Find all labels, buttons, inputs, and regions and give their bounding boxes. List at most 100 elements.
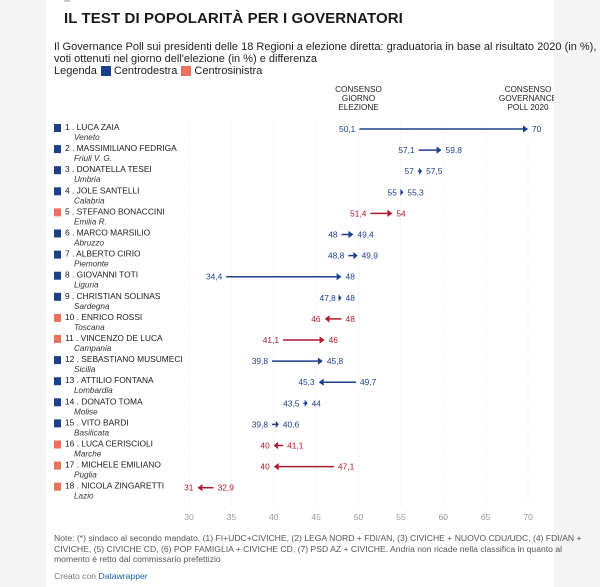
- value-label-elezione: 50,1: [339, 124, 356, 134]
- value-label-poll: 45,8: [327, 356, 344, 366]
- value-label-elezione: 47,8: [320, 293, 337, 303]
- value-label-elezione: 39,8: [252, 419, 269, 429]
- value-label-poll: 54: [396, 208, 406, 218]
- arrow-head: [436, 146, 442, 154]
- value-label-poll: 46: [311, 314, 321, 324]
- coalition-square: [54, 166, 61, 175]
- note-line: CIVICHE, (5) CIVICHE CD, (6) POP FAMIGLI…: [54, 543, 563, 554]
- value-label-elezione: 43,5: [283, 398, 300, 408]
- governor-name: 10 . ENRICO ROSSI: [65, 312, 142, 322]
- coalition-square: [54, 187, 61, 196]
- region-name: Umbria: [74, 175, 101, 184]
- region-name: Sicilia: [74, 365, 96, 374]
- header-consenso-elezione: GIORNO: [342, 94, 375, 103]
- coalition-square: [54, 124, 61, 132]
- coalition-square: [54, 461, 61, 470]
- arrow-head: [275, 420, 279, 428]
- arrow-head: [317, 357, 323, 365]
- region-name: Piemonte: [74, 260, 109, 269]
- arrow-head: [353, 252, 358, 260]
- legend-swatch-centrosinistra: [181, 66, 192, 76]
- value-label-poll: 49,4: [357, 230, 374, 240]
- region-name: Calabria: [74, 196, 105, 205]
- governor-name: 18 . NICOLA ZINGARETTI: [65, 481, 164, 491]
- header-consenso-elezione: ELEZIONE: [338, 103, 379, 112]
- governor-name: 8 . GIOVANNI TOTI: [65, 270, 138, 280]
- region-name: Lombardia: [74, 386, 113, 395]
- value-label-poll: 46: [329, 335, 339, 345]
- value-label-elezione: 39,8: [252, 356, 269, 366]
- coalition-square: [54, 271, 61, 280]
- chart-title: IL TEST DI POPOLARITÀ PER I GOVERNATORI: [64, 10, 403, 27]
- region-name: Liguria: [74, 281, 99, 290]
- value-label-poll: 48: [346, 293, 356, 303]
- region-name: Veneto: [74, 133, 100, 142]
- arrow-head: [419, 167, 423, 175]
- credit-prefix: Creato con: [54, 571, 97, 581]
- x-tick-label: 50: [354, 512, 364, 522]
- arrow-head: [336, 273, 342, 281]
- arrow-head: [273, 441, 278, 450]
- coalition-square: [54, 292, 61, 301]
- value-label-poll: 48: [346, 272, 356, 282]
- coalition-square: [54, 377, 61, 386]
- coalition-square: [54, 482, 61, 491]
- governor-name: 11 . VINCENZO DE LUCA: [65, 333, 163, 343]
- value-label-elezione: 41,1: [287, 441, 304, 451]
- arrow-chart: 30 35 40 45 50 55 60 65 70CONSENSOGIORNOELEZIONE…: [54, 85, 554, 522]
- value-label-poll: 49,9: [362, 251, 379, 261]
- subtitle-line: voti ottenuti nel giorno dell'elezione (…: [54, 52, 318, 65]
- value-label-elezione: 48,8: [328, 251, 345, 261]
- value-label-elezione: 51,4: [350, 208, 367, 218]
- coalition-square: [54, 440, 61, 449]
- region-name: Lazio: [74, 492, 94, 501]
- value-label-elezione: 48: [346, 314, 356, 324]
- x-tick-label: 45: [311, 512, 321, 522]
- legend: Legenda Centrodestra Centrosinistra: [54, 65, 262, 77]
- arrow-head: [304, 399, 308, 407]
- value-label-poll: 57,5: [426, 166, 443, 176]
- coalition-square: [54, 419, 61, 428]
- value-label-poll: 70: [532, 124, 542, 134]
- governor-name: 1 . LUCA ZAIA: [65, 122, 120, 132]
- header-consenso-elezione: CONSENSO: [335, 85, 382, 94]
- value-label-elezione: 48: [328, 230, 338, 240]
- governor-name: 17 . MICHELE EMILIANO: [65, 460, 161, 470]
- legend-swatch-centrodestra: [100, 66, 111, 76]
- region-name: Toscana: [74, 323, 105, 332]
- value-label-poll: 40: [260, 462, 270, 472]
- coalition-square: [54, 250, 61, 259]
- region-name: Puglia: [74, 471, 97, 480]
- governor-name: 12 . SEBASTIANO MUSUMECI: [65, 354, 183, 364]
- arrow-head: [523, 125, 528, 133]
- region-name: Abruzzo: [73, 239, 104, 248]
- legend-item-centrosinistra: Centrosinistra: [194, 65, 263, 77]
- title-rule: [64, 0, 70, 2]
- legend-label: Legenda: [54, 65, 97, 77]
- governor-name: 15 . VITO BARDI: [65, 417, 129, 427]
- governor-name: 9 . CHRISTIAN SOLINAS: [65, 291, 161, 301]
- chart-card: IL TEST DI POPOLARITÀ PER I GOVERNATORI …: [46, 0, 596, 587]
- x-tick-label: 55: [396, 512, 406, 522]
- coalition-square: [54, 313, 61, 322]
- value-label-poll: 55,3: [407, 187, 424, 197]
- coalition-square: [54, 145, 61, 154]
- credit: Creato con Datawrapper: [54, 571, 148, 581]
- value-label-elezione: 32,9: [218, 483, 235, 493]
- datawrapper-link[interactable]: Datawrapper: [98, 571, 148, 581]
- legend-item-centrodestra: Centrodestra: [113, 65, 178, 77]
- value-label-poll: 45,3: [298, 377, 315, 387]
- header-consenso-poll: GOVERNANCE: [499, 94, 554, 103]
- governor-name: 13 . ATTILIO FONTANA: [65, 375, 154, 385]
- coalition-square: [54, 229, 61, 238]
- chart-subtitle: Il Governance Poll sui presidenti delle …: [54, 41, 596, 65]
- x-tick-label: 70: [523, 512, 533, 522]
- value-label-poll: 59,8: [446, 145, 463, 155]
- governor-name: 2 . MASSIMILIANO FEDRIGA: [65, 143, 177, 153]
- value-label-poll: 31: [184, 483, 194, 493]
- governor-name: 4 . JOLE SANTELLI: [65, 185, 139, 195]
- region-name: Emilia R.: [74, 217, 107, 226]
- governor-name: 5 . STEFANO BONACCINI: [65, 206, 165, 216]
- note-line: Note: (*) sindaco al secondo mandato. (1…: [54, 533, 582, 543]
- arrow-head: [197, 484, 203, 492]
